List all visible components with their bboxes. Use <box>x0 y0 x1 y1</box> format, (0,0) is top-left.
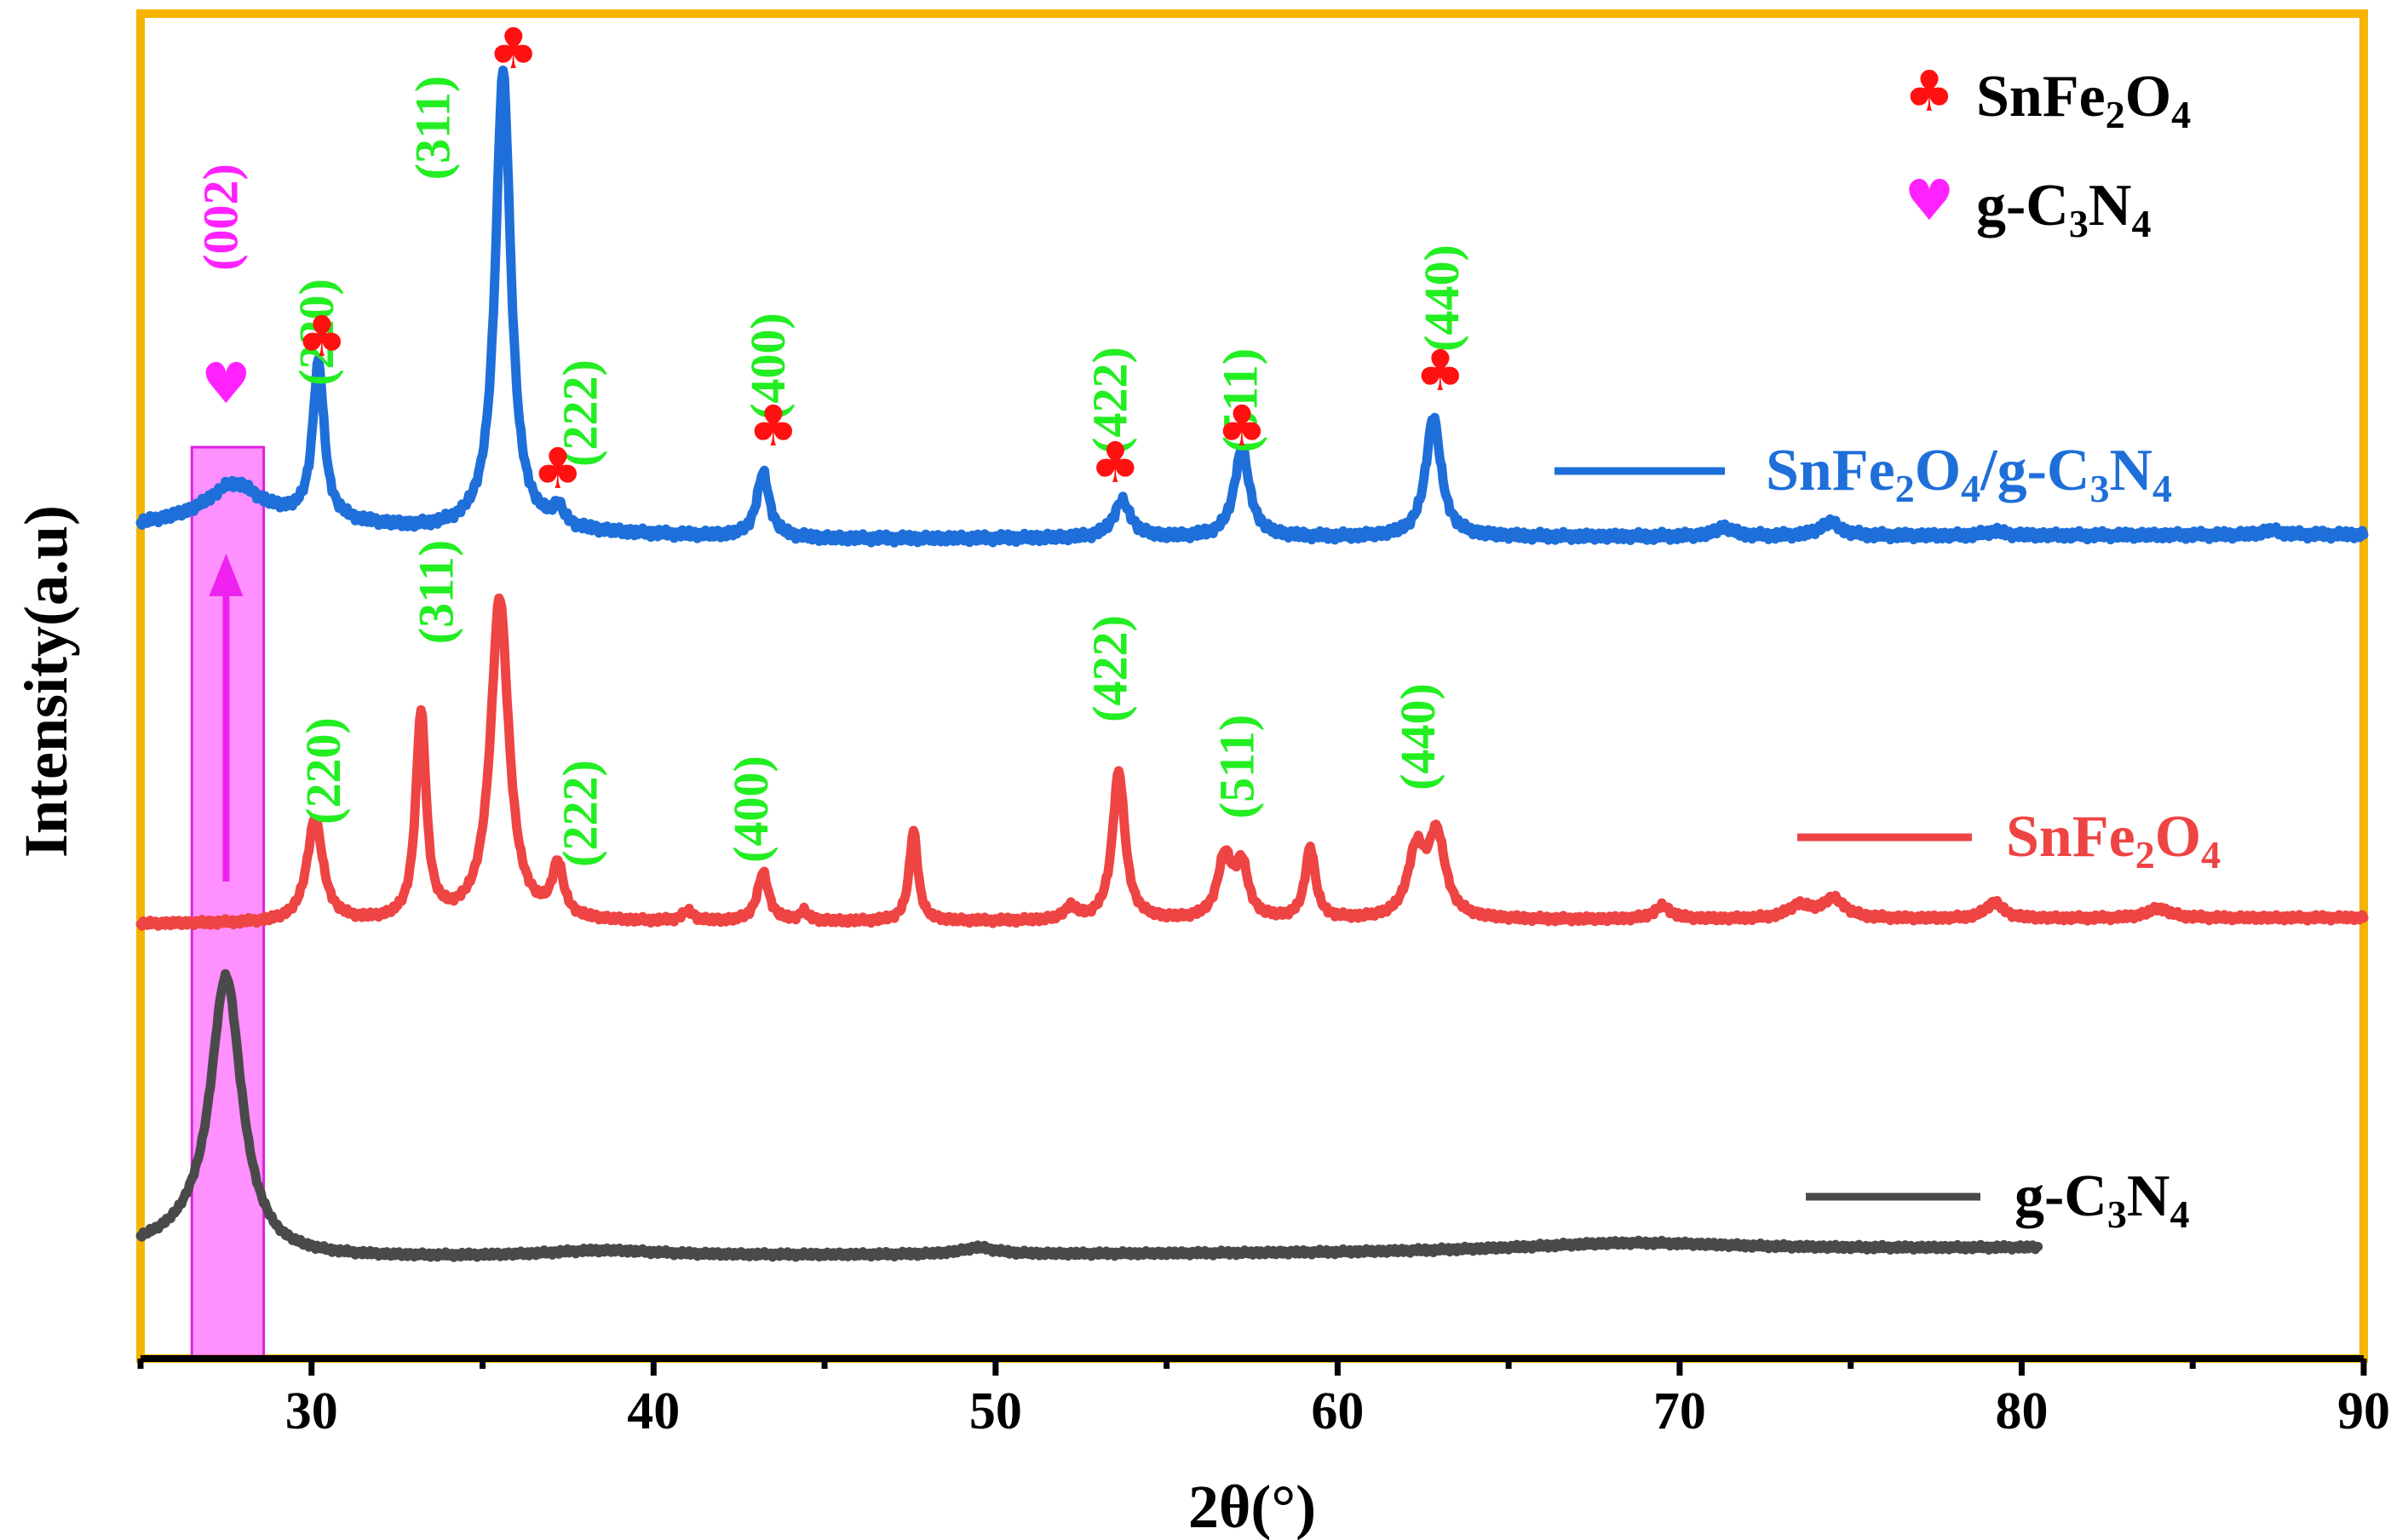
annotation-layer: (002) (220) (311) (222) (400) (422) (511) (440)… <box>193 16 1470 867</box>
heart-marker: ♥ <box>201 351 251 417</box>
series-label: g-C3N4 <box>2014 1164 2189 1236</box>
y-axis-title: Intensity(a.u) <box>12 505 80 858</box>
hkl-label: (400) <box>740 313 796 420</box>
hkl-label: (511) <box>1212 348 1267 452</box>
hkl-label: (220) <box>296 717 351 825</box>
club-marker: ♣ <box>532 436 583 502</box>
legend-entry-label: g-C3N4 <box>1976 173 2151 245</box>
hkl-label: (311) <box>409 540 464 644</box>
x-axis-title: 2θ(°) <box>1188 1473 1316 1540</box>
band-arrow-head <box>209 554 244 596</box>
legend-club-icon: ♣ <box>1904 59 1954 124</box>
x-tick-label: 80 <box>1995 1382 2048 1440</box>
hkl-label: (002) <box>193 164 249 271</box>
series-label: SnFe2O4/g-C3N4 <box>1766 438 2172 510</box>
x-tick-label: 90 <box>2337 1382 2390 1440</box>
x-tick-label: 50 <box>969 1382 1022 1440</box>
hkl-label: (311) <box>405 76 461 180</box>
hkl-label: (222) <box>552 359 607 467</box>
series-layer <box>135 65 2369 1262</box>
legend-entry-label: SnFe2O4 <box>1976 64 2191 136</box>
legend-heart-icon: ♥ <box>1904 168 1954 233</box>
legend: ♣ SnFe2O4 ♥ g-C3N4 SnFe2O4/g-C3N4 SnFe2O4 g-C3… <box>1555 59 2221 1236</box>
series-line-snfe2o4-g-c3n4 <box>135 65 2369 548</box>
x-tick-label: 60 <box>1311 1382 1364 1440</box>
hkl-label: (422) <box>1083 615 1138 722</box>
club-marker: ♣ <box>748 394 798 459</box>
x-tick-label: 30 <box>285 1382 338 1440</box>
club-marker: ♣ <box>488 16 538 82</box>
hkl-label: (220) <box>289 279 344 386</box>
club-marker: ♣ <box>1090 430 1141 496</box>
series-line-g-c3n4 <box>135 968 2043 1262</box>
series-label: SnFe2O4 <box>2006 804 2221 876</box>
club-marker: ♣ <box>1216 394 1267 459</box>
x-tick-label: 70 <box>1653 1382 1706 1440</box>
hkl-label: (400) <box>723 756 779 863</box>
club-marker: ♣ <box>1415 338 1465 404</box>
hkl-label: (440) <box>1414 244 1469 352</box>
hkl-label: (440) <box>1390 683 1445 790</box>
x-tick-label: 40 <box>627 1382 680 1440</box>
band-arrow <box>209 554 244 882</box>
club-marker: ♣ <box>296 304 347 370</box>
series-line-snfe2o4 <box>135 593 2369 931</box>
hkl-label: (222) <box>552 760 607 867</box>
hkl-label: (422) <box>1083 347 1138 454</box>
x-axis: 30 40 50 60 70 80 90 <box>137 1355 2390 1440</box>
hkl-label: (511) <box>1209 715 1264 819</box>
